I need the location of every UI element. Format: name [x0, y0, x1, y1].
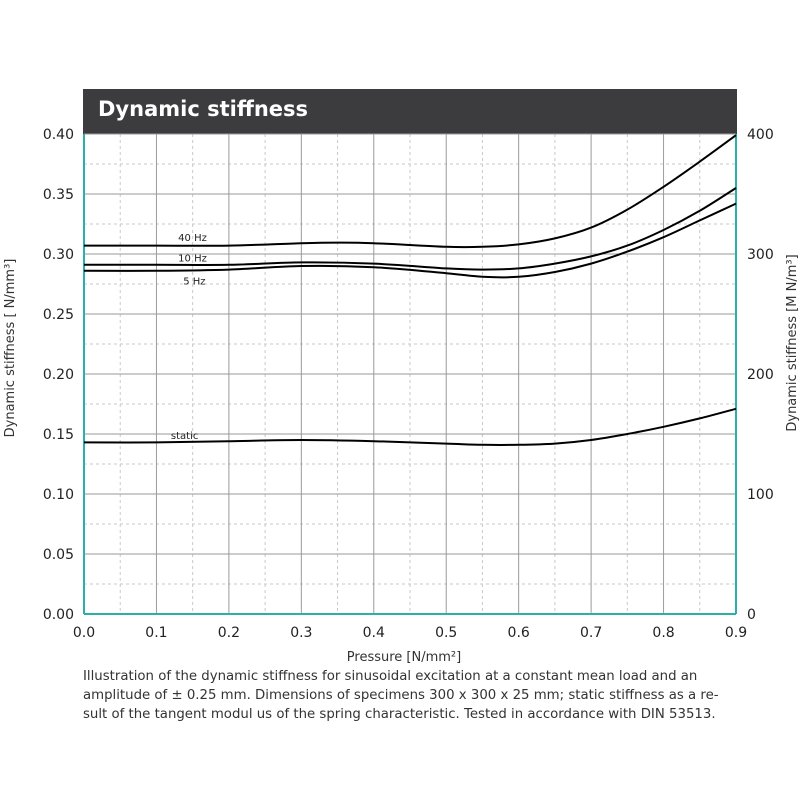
chart-title-bar: Dynamic stiffness	[83, 89, 737, 134]
y-axis-title: Dynamic stiffness [ N/mm³]	[3, 259, 18, 438]
y-tick-label: 0.40	[43, 127, 74, 143]
x-tick-label: 0.5	[435, 625, 457, 641]
y2-tick-label: 200	[747, 367, 774, 383]
y2-tick-label: 300	[747, 247, 774, 263]
series-line-static	[83, 407, 737, 446]
y-tick-label: 0.00	[43, 607, 74, 623]
y2-tick-label: 400	[747, 127, 774, 143]
series-label: 5 Hz	[183, 276, 205, 287]
y2-tick-label: 0	[747, 607, 756, 623]
x-tick-label: 0.1	[145, 625, 167, 641]
y-tick-label: 0.20	[43, 367, 74, 383]
y-tick-label: 0.30	[43, 247, 74, 263]
y-tick-label: 0.05	[43, 547, 74, 563]
y2-axis-title: Dynamic stiffness [M N/m³]	[785, 254, 800, 431]
x-tick-label: 0.7	[580, 625, 602, 641]
x-tick-label: 0.0	[73, 625, 95, 641]
y2-tick-label: 100	[747, 487, 774, 503]
series-label: static	[171, 431, 198, 442]
y-tick-label: 0.25	[43, 307, 74, 323]
caption-line: sult of the tangent modul us of the spri…	[83, 707, 716, 722]
series-label: 40 Hz	[178, 233, 207, 244]
x-tick-label: 0.4	[363, 625, 385, 641]
x-tick-label: 0.2	[218, 625, 240, 641]
series-label: 10 Hz	[178, 254, 207, 265]
y-tick-label: 0.35	[43, 187, 74, 203]
x-tick-label: 0.3	[290, 625, 312, 641]
x-tick-label: 0.6	[508, 625, 530, 641]
series-lines	[83, 134, 737, 446]
series-labels: 40 Hz 10 Hz 5 Hz static	[171, 233, 207, 442]
x-tick-label: 0.8	[652, 625, 674, 641]
y-tick-label: 0.10	[43, 487, 74, 503]
axes	[83, 134, 737, 615]
series-line-10-hz	[84, 187, 737, 271]
series-line-40-hz	[83, 134, 737, 249]
x-tick-label: 0.9	[725, 625, 747, 641]
caption-line: Illustration of the dynamic stiffness fo…	[83, 669, 698, 684]
chart-caption: Illustration of the dynamic stiffness fo…	[83, 667, 743, 724]
series-line-5-hz	[83, 202, 737, 279]
chart-title: Dynamic stiffness	[98, 97, 309, 121]
y-tick-label: 0.15	[43, 427, 74, 443]
caption-line: amplitude of ± 0.25 mm. Dimensions of sp…	[83, 688, 719, 703]
x-axis-title: Pressure [N/mm²]	[347, 650, 461, 665]
tick-labels: 0.0 0.1 0.2 0.3 0.4 0.5 0.6 0.7 0.8 0.9 0.00 0.05 0.…	[43, 127, 774, 641]
